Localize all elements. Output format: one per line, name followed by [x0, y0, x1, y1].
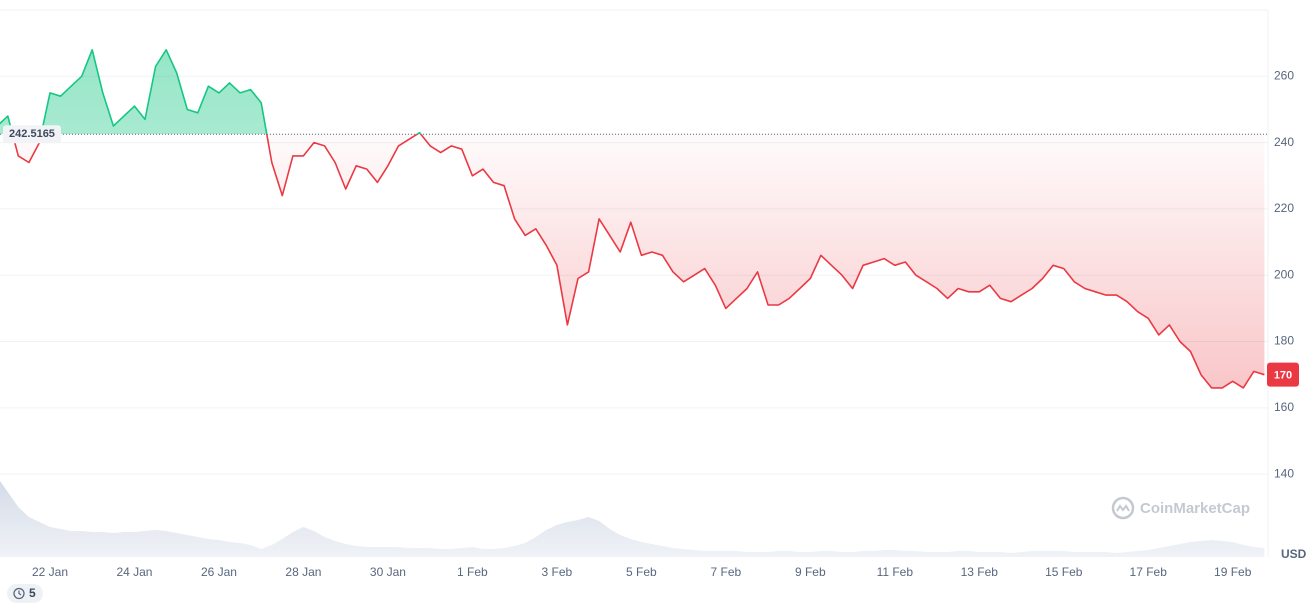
- watermark-logo-mark: [1116, 504, 1130, 512]
- price-line-down: [11, 134, 1265, 389]
- last-price-label: 170: [1274, 370, 1292, 382]
- x-tick-label: 30 Jan: [370, 565, 406, 579]
- label-layer: 242.5165 170: [3, 125, 1299, 387]
- baseline-label: 242.5165: [9, 128, 55, 140]
- x-tick-label: 17 Feb: [1130, 565, 1168, 579]
- x-tick-label: 24 Jan: [116, 565, 152, 579]
- area-down: [12, 134, 1265, 388]
- currency-label: USD: [1281, 547, 1307, 561]
- price-line-up: [0, 49, 422, 135]
- watermark: CoinMarketCap: [1111, 496, 1250, 520]
- x-tick-label: 9 Feb: [795, 565, 826, 579]
- last-price-bg: [1267, 362, 1299, 387]
- volume-layer: [0, 480, 1265, 557]
- area-layer: [0, 49, 1268, 388]
- badge-icon-hands: [18, 590, 22, 596]
- x-tick-label: 26 Jan: [201, 565, 237, 579]
- x-tick-label: 19 Feb: [1214, 565, 1252, 579]
- y-tick-label: 180: [1274, 334, 1294, 348]
- badge-icon: [13, 587, 25, 600]
- y-tick-label: 160: [1274, 400, 1294, 414]
- x-tick-label: 15 Feb: [1045, 565, 1083, 579]
- badge-bg: [7, 584, 43, 603]
- y-tick-label: 260: [1274, 68, 1294, 82]
- x-tick-label: 11 Feb: [877, 565, 914, 579]
- x-tick-label: 13 Feb: [961, 565, 999, 579]
- volume-area: [0, 480, 1265, 557]
- y-tick-label: 220: [1274, 201, 1294, 215]
- y-tick-label: 200: [1274, 267, 1294, 281]
- area-up: [0, 49, 1265, 135]
- x-tick-label: 22 Jan: [32, 565, 68, 579]
- badge-count: 5: [29, 586, 36, 600]
- line-layer: [0, 49, 1265, 389]
- x-tick-label: 28 Jan: [285, 565, 321, 579]
- watermark-text: CoinMarketCap: [1140, 500, 1250, 517]
- y-tick-label: 240: [1274, 135, 1294, 149]
- x-tick-label: 5 Feb: [626, 565, 657, 579]
- x-tick-label: 7 Feb: [710, 565, 741, 579]
- watermark-logo: [1111, 496, 1135, 520]
- y-tick-label: 140: [1274, 466, 1294, 480]
- x-tick-label: 3 Feb: [542, 565, 573, 579]
- baseline-label-bg: [3, 125, 61, 144]
- badge[interactable]: 5: [7, 584, 43, 603]
- x-tick-label: 1 Feb: [457, 565, 488, 579]
